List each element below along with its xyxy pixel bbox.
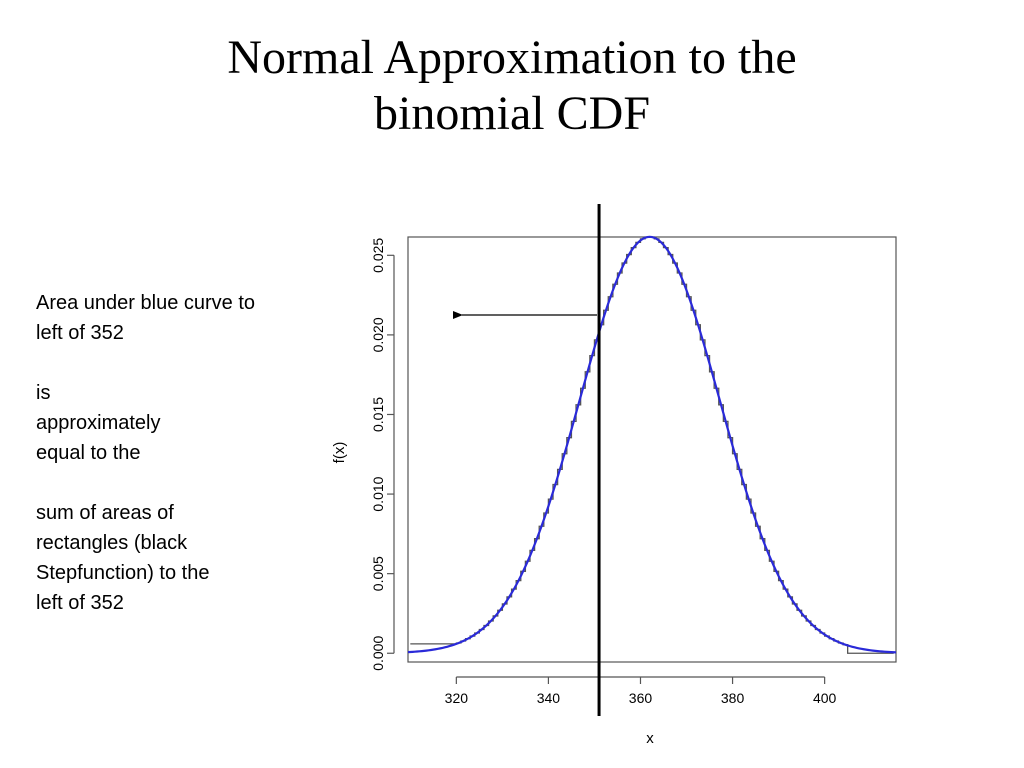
y-tick-label: 0.020 — [370, 317, 386, 352]
x-tick-label: 400 — [813, 690, 837, 706]
annotation-line: Stepfunction) to the — [36, 562, 210, 584]
title-line-1: Normal Approximation to the — [227, 31, 797, 84]
slide-title: Normal Approximation to the binomial CDF — [112, 30, 912, 142]
y-tick-label: 0.010 — [370, 476, 386, 511]
annotation-line: sum of areas of — [36, 502, 174, 524]
annotation-line: equal to the — [36, 442, 141, 464]
annotation-line: left of 352 — [36, 322, 124, 344]
x-tick-label: 360 — [629, 690, 653, 706]
normal-curve — [407, 235, 897, 654]
title-line-2: binomial CDF — [373, 87, 651, 140]
y-tick-label: 0.000 — [370, 636, 386, 671]
annotation-line: left of 352 — [36, 592, 124, 614]
plot-frame — [407, 236, 897, 663]
annotation-line: approximately — [36, 412, 161, 434]
y-axis: 0.000 0.005 0.010 0.015 0.020 0.025 — [370, 238, 395, 671]
y-axis-title: f(x) — [331, 442, 348, 464]
annotation-line: Area under blue curve to — [36, 292, 256, 314]
annotation-text: Area under blue curve to left of 352 is … — [36, 288, 336, 618]
x-axis: 320 340 360 380 400 — [445, 676, 837, 706]
x-tick-label: 340 — [537, 690, 561, 706]
x-axis-title: x — [646, 730, 654, 747]
x-tick-label: 380 — [721, 690, 745, 706]
y-tick-label: 0.025 — [370, 238, 386, 273]
y-tick-label: 0.005 — [370, 556, 386, 591]
annotation-line: is — [36, 382, 51, 404]
x-tick-label: 320 — [445, 690, 469, 706]
y-tick-label: 0.015 — [370, 397, 386, 432]
annotation-line: rectangles (black — [36, 532, 188, 554]
step-function — [410, 236, 894, 654]
